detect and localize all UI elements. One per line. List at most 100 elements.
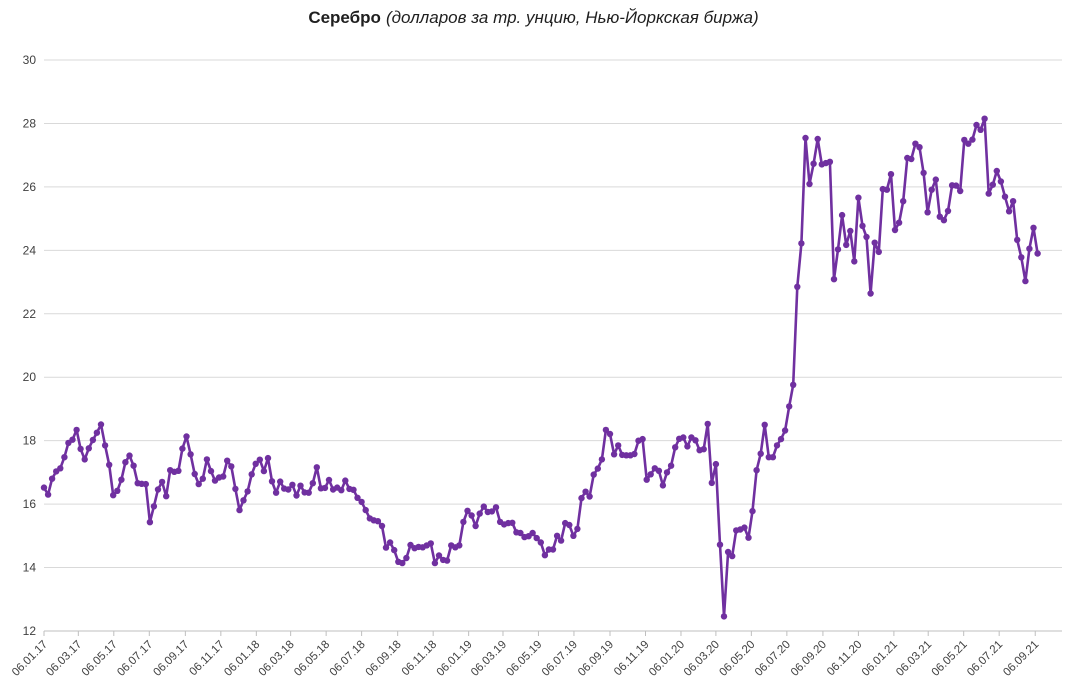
data-point — [830, 276, 838, 283]
data-point — [985, 190, 992, 197]
x-axis-label: 06.09.21 — [1001, 639, 1041, 679]
data-point — [749, 507, 756, 515]
data-point — [855, 194, 862, 201]
x-axis-label: 06.05.18 — [292, 639, 332, 679]
data-point — [126, 452, 133, 459]
data-point — [712, 460, 720, 468]
data-point — [509, 519, 516, 526]
data-point — [146, 519, 154, 526]
data-point — [354, 494, 361, 501]
data-point — [631, 450, 638, 458]
data-point — [89, 436, 97, 444]
data-point — [924, 209, 931, 216]
data-point — [598, 456, 606, 463]
data-point — [602, 426, 610, 434]
data-point — [61, 454, 68, 461]
data-point — [338, 487, 345, 494]
data-point — [851, 258, 858, 265]
y-axis-label: 30 — [23, 53, 37, 67]
data-point — [199, 475, 206, 482]
data-point — [517, 529, 524, 537]
data-point — [838, 211, 846, 219]
data-point — [435, 552, 443, 559]
data-point — [977, 126, 984, 133]
data-point — [586, 493, 593, 500]
data-point — [961, 136, 968, 144]
data-point — [729, 552, 736, 560]
data-point — [1022, 277, 1029, 285]
data-point — [313, 464, 320, 471]
data-point — [187, 451, 194, 458]
data-point — [594, 465, 601, 472]
data-point — [802, 134, 809, 142]
data-point — [553, 532, 561, 539]
data-point — [659, 482, 667, 489]
data-point — [77, 445, 84, 453]
data-point — [358, 498, 365, 506]
x-axis-label: 06.11.20 — [825, 639, 865, 679]
data-point — [293, 492, 300, 499]
data-point — [989, 181, 996, 188]
data-point — [252, 460, 259, 467]
data-point — [944, 207, 952, 215]
data-point — [680, 434, 687, 441]
data-point — [130, 462, 137, 469]
x-axis-label: 06.05.19 — [504, 639, 544, 679]
data-point — [476, 510, 483, 517]
data-point — [684, 443, 691, 450]
x-axis-label: 06.05.21 — [930, 639, 970, 679]
x-axis-label: 06.01.18 — [222, 639, 262, 679]
data-point — [781, 427, 789, 434]
data-point — [1001, 193, 1009, 200]
data-point — [957, 187, 964, 195]
data-point — [773, 442, 781, 449]
data-point — [859, 222, 866, 230]
data-point — [374, 518, 382, 525]
data-point — [179, 445, 186, 452]
data-point — [745, 534, 752, 541]
data-point — [834, 246, 842, 253]
data-point — [570, 532, 577, 539]
data-point — [106, 461, 113, 468]
data-point — [207, 467, 215, 475]
data-point — [786, 403, 793, 410]
data-point — [965, 140, 972, 147]
data-point — [150, 503, 158, 510]
data-point — [940, 217, 948, 224]
data-point — [826, 158, 834, 165]
data-point — [220, 473, 227, 480]
x-axis-label: 06.03.19 — [469, 639, 509, 679]
x-axis-label: 06.03.20 — [682, 639, 722, 679]
data-point — [1014, 236, 1021, 244]
x-axis-label: 06.07.17 — [115, 639, 155, 679]
data-point — [472, 522, 479, 530]
data-point — [191, 470, 198, 478]
data-point — [460, 518, 467, 526]
data-point — [1009, 198, 1017, 205]
x-axis-label: 06.07.18 — [328, 639, 368, 679]
data-point — [708, 479, 715, 487]
data-point — [110, 492, 117, 499]
data-point — [993, 167, 1000, 175]
data-point — [566, 521, 573, 529]
data-point — [704, 420, 711, 428]
data-point — [285, 486, 292, 493]
data-point — [256, 456, 263, 463]
data-point — [101, 442, 109, 449]
data-point — [981, 115, 988, 122]
data-point — [672, 444, 679, 451]
y-axis-label: 16 — [23, 497, 37, 511]
data-point — [378, 522, 386, 530]
data-point — [794, 283, 801, 290]
data-point — [533, 534, 540, 542]
data-point — [81, 456, 88, 463]
x-axis-label: 06.03.21 — [894, 639, 934, 679]
data-point — [93, 429, 101, 436]
data-point — [492, 504, 500, 511]
data-point — [1034, 250, 1041, 257]
x-axis-label: 06.01.20 — [647, 639, 687, 679]
data-point — [847, 227, 854, 235]
data-point — [895, 219, 903, 226]
data-point — [158, 478, 166, 486]
data-point — [289, 481, 296, 488]
